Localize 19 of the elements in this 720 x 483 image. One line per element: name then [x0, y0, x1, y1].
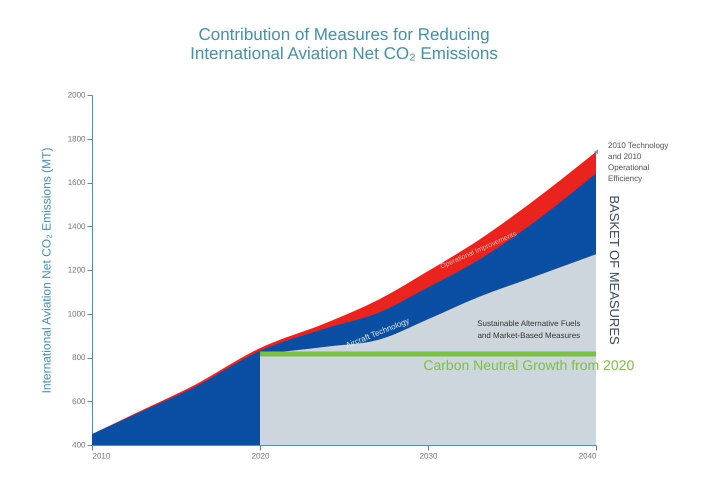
y-tick-label: 1800 [68, 134, 86, 144]
series-label: Carbon Neutral Growth from 2020 [423, 357, 634, 373]
annotation: 2010 Technology and 2010 Operational Efficiency [608, 140, 668, 183]
x-tick-label: 2030 [420, 452, 438, 460]
y-tick-label: 400 [72, 440, 86, 450]
y-tick-label: 800 [72, 353, 86, 362]
text: BASKET OF MEASURES [607, 195, 622, 345]
y-tick-label: 1400 [68, 222, 86, 231]
chart-title: Contribution of Measures for Reducing International Aviation Net CO₂ Emissions [190, 25, 498, 63]
series-label: Sustainable Alternative Fuels and Market-Based Measures [477, 318, 580, 340]
x-tick-label: 2020 [252, 452, 270, 460]
y-tick-label: 600 [72, 396, 86, 406]
x-tick-label: 2040 [578, 452, 598, 460]
y-axis-title: International Aviation Net CO₂ Emissions (MT) [40, 148, 54, 394]
y-tick-label: 1200 [68, 266, 86, 274]
y-tick-label: 1000 [68, 309, 86, 318]
y-tick-label: 2000 [68, 90, 86, 100]
y-tick-label: 1600 [68, 178, 86, 187]
x-tick-label: 2010 [92, 452, 111, 460]
